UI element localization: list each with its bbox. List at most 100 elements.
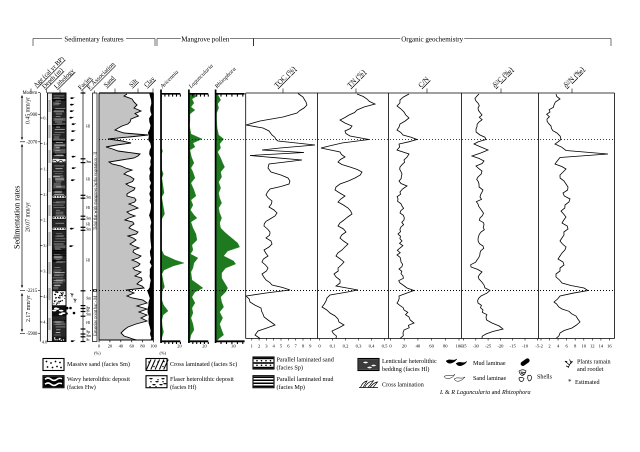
svg-text:8: 8 [302, 344, 305, 349]
svg-text:60: 60 [130, 344, 135, 349]
svg-text:9: 9 [309, 344, 312, 349]
svg-text:20: 20 [402, 344, 407, 349]
svg-text:5: 5 [280, 344, 283, 349]
svg-text:Cross lamination: Cross lamination [382, 383, 424, 389]
svg-text:1.5: 1.5 [43, 167, 49, 172]
svg-text:Massive sand (facies Sm): Massive sand (facies Sm) [67, 361, 130, 368]
svg-text:4: 4 [557, 344, 560, 349]
svg-text:7: 7 [295, 344, 298, 349]
svg-text:Sm: Sm [86, 160, 91, 164]
svg-text:0,4: 0,4 [369, 344, 375, 350]
svg-text:Hl: Hl [86, 206, 90, 210]
svg-text:(facies Hw): (facies Hw) [67, 384, 96, 391]
svg-text:Sm: Sm [86, 216, 91, 220]
svg-text:Hl: Hl [86, 321, 90, 325]
svg-text:16: 16 [607, 344, 612, 349]
svg-text:and rootlet: and rootlet [577, 367, 604, 373]
svg-text:-5900: -5900 [26, 332, 38, 337]
svg-text:2: 2 [258, 344, 261, 349]
svg-text:Organic geochemistry: Organic geochemistry [401, 36, 463, 44]
svg-text:1: 1 [251, 344, 254, 349]
svg-text:(facies Mp): (facies Mp) [277, 384, 305, 391]
svg-text:(facies Hf): (facies Hf) [170, 384, 196, 391]
svg-text:0.45 mm/yr: 0.45 mm/yr [25, 97, 31, 124]
svg-text:1.0: 1.0 [43, 141, 49, 146]
svg-text:Sp: Sp [86, 330, 90, 334]
svg-text:3.5: 3.5 [43, 269, 49, 274]
svg-text:-2070: -2070 [26, 140, 38, 145]
svg-text:80: 80 [140, 344, 145, 349]
svg-text:4: 4 [273, 344, 276, 349]
svg-text:Parallel laminated mud: Parallel laminated mud [277, 377, 334, 383]
svg-text:-2215: -2215 [26, 289, 38, 294]
svg-text:0: 0 [389, 344, 392, 349]
svg-text:-25: -25 [485, 344, 492, 349]
svg-text:Sedimentation rates: Sedimentation rates [13, 186, 22, 249]
svg-text:Sand laminae: Sand laminae [473, 376, 507, 382]
svg-text:-35: -35 [460, 344, 467, 349]
svg-text:(%): (%) [94, 351, 101, 356]
svg-text:*: * [568, 378, 572, 386]
svg-text:6: 6 [287, 344, 290, 349]
svg-text:Sm: Sm [86, 296, 91, 300]
svg-text:20: 20 [202, 344, 207, 349]
svg-text:Mud laminae: Mud laminae [473, 361, 506, 367]
svg-text:2: 2 [548, 344, 551, 349]
svg-text:4.8: 4.8 [42, 339, 48, 344]
svg-text:100: 100 [456, 344, 464, 349]
svg-text:20: 20 [108, 344, 113, 349]
svg-text:0: 0 [98, 344, 101, 349]
svg-text:4.5: 4.5 [43, 320, 49, 325]
svg-text:Lenticular heterolithic: Lenticular heterolithic [382, 359, 437, 365]
svg-text:Estuarine point bar - M: Estuarine point bar - M [92, 296, 97, 336]
svg-text:Sc: Sc [86, 338, 90, 342]
svg-text:-5: -5 [535, 344, 540, 349]
svg-text:-10: -10 [522, 344, 529, 349]
svg-text:20.07 mm/yr: 20.07 mm/yr [25, 202, 31, 232]
svg-text:10: 10 [582, 344, 587, 349]
svg-text:4.0: 4.0 [43, 294, 49, 299]
svg-text:Flaser heterolithic deposit: Flaser heterolithic deposit [170, 377, 234, 383]
svg-text:Mangrove pollen: Mangrove pollen [181, 36, 230, 44]
svg-text:-20: -20 [497, 344, 504, 349]
svg-text:-2: -2 [539, 344, 544, 349]
svg-text:Sm: Sm [86, 227, 91, 231]
svg-text:Sm: Sm [86, 195, 91, 199]
svg-text:30: 30 [231, 344, 236, 349]
svg-text:bedding (facies Hl): bedding (facies Hl) [382, 366, 429, 373]
svg-text:80: 80 [443, 344, 448, 349]
svg-text:Modern: Modern [22, 91, 37, 96]
svg-text:Silt: Silt [128, 78, 139, 89]
svg-text:8: 8 [574, 344, 577, 349]
svg-text:Tidal flat with mangrove herbs: Tidal flat with mangrove herbs vegetatio… [92, 151, 97, 230]
svg-text:3: 3 [265, 344, 268, 349]
svg-text:Hl: Hl [86, 177, 90, 181]
svg-text:Cross laminated (facies Sc): Cross laminated (facies Sc) [170, 361, 237, 368]
svg-text:0,5: 0,5 [382, 344, 388, 350]
svg-text:40: 40 [416, 344, 421, 349]
svg-text:3.0: 3.0 [43, 243, 49, 248]
svg-text:Parallel laminated sand: Parallel laminated sand [277, 357, 334, 363]
svg-text:20: 20 [177, 344, 182, 349]
svg-text:Sedimentary features: Sedimentary features [64, 36, 124, 44]
svg-text:Hl: Hl [86, 222, 90, 226]
svg-text:L & R Laguncularia and Rhizop: L & R Laguncularia and Rhizophora [439, 390, 531, 396]
svg-text:12: 12 [590, 344, 595, 349]
svg-text:0,1: 0,1 [330, 344, 336, 350]
svg-text:Hl: Hl [86, 258, 90, 262]
svg-text:Sm: Sm [86, 334, 91, 338]
svg-text:Sc: Sc [86, 309, 90, 313]
svg-text:-900: -900 [29, 113, 38, 118]
svg-text:2.17 mm/yr: 2.17 mm/yr [26, 295, 32, 322]
svg-text:0,2: 0,2 [343, 344, 349, 350]
svg-text:0,3: 0,3 [356, 344, 362, 350]
svg-text:-15: -15 [510, 344, 517, 349]
svg-text:2.5: 2.5 [43, 218, 49, 223]
svg-text:14: 14 [599, 344, 604, 349]
svg-text:(facies Sp): (facies Sp) [277, 364, 303, 371]
svg-text:6: 6 [565, 344, 568, 349]
svg-text:Sm: Sm [86, 312, 91, 316]
svg-text:2.0: 2.0 [43, 192, 49, 197]
svg-text:Hl: Hl [86, 124, 90, 128]
svg-text:Sp: Sp [86, 306, 90, 310]
